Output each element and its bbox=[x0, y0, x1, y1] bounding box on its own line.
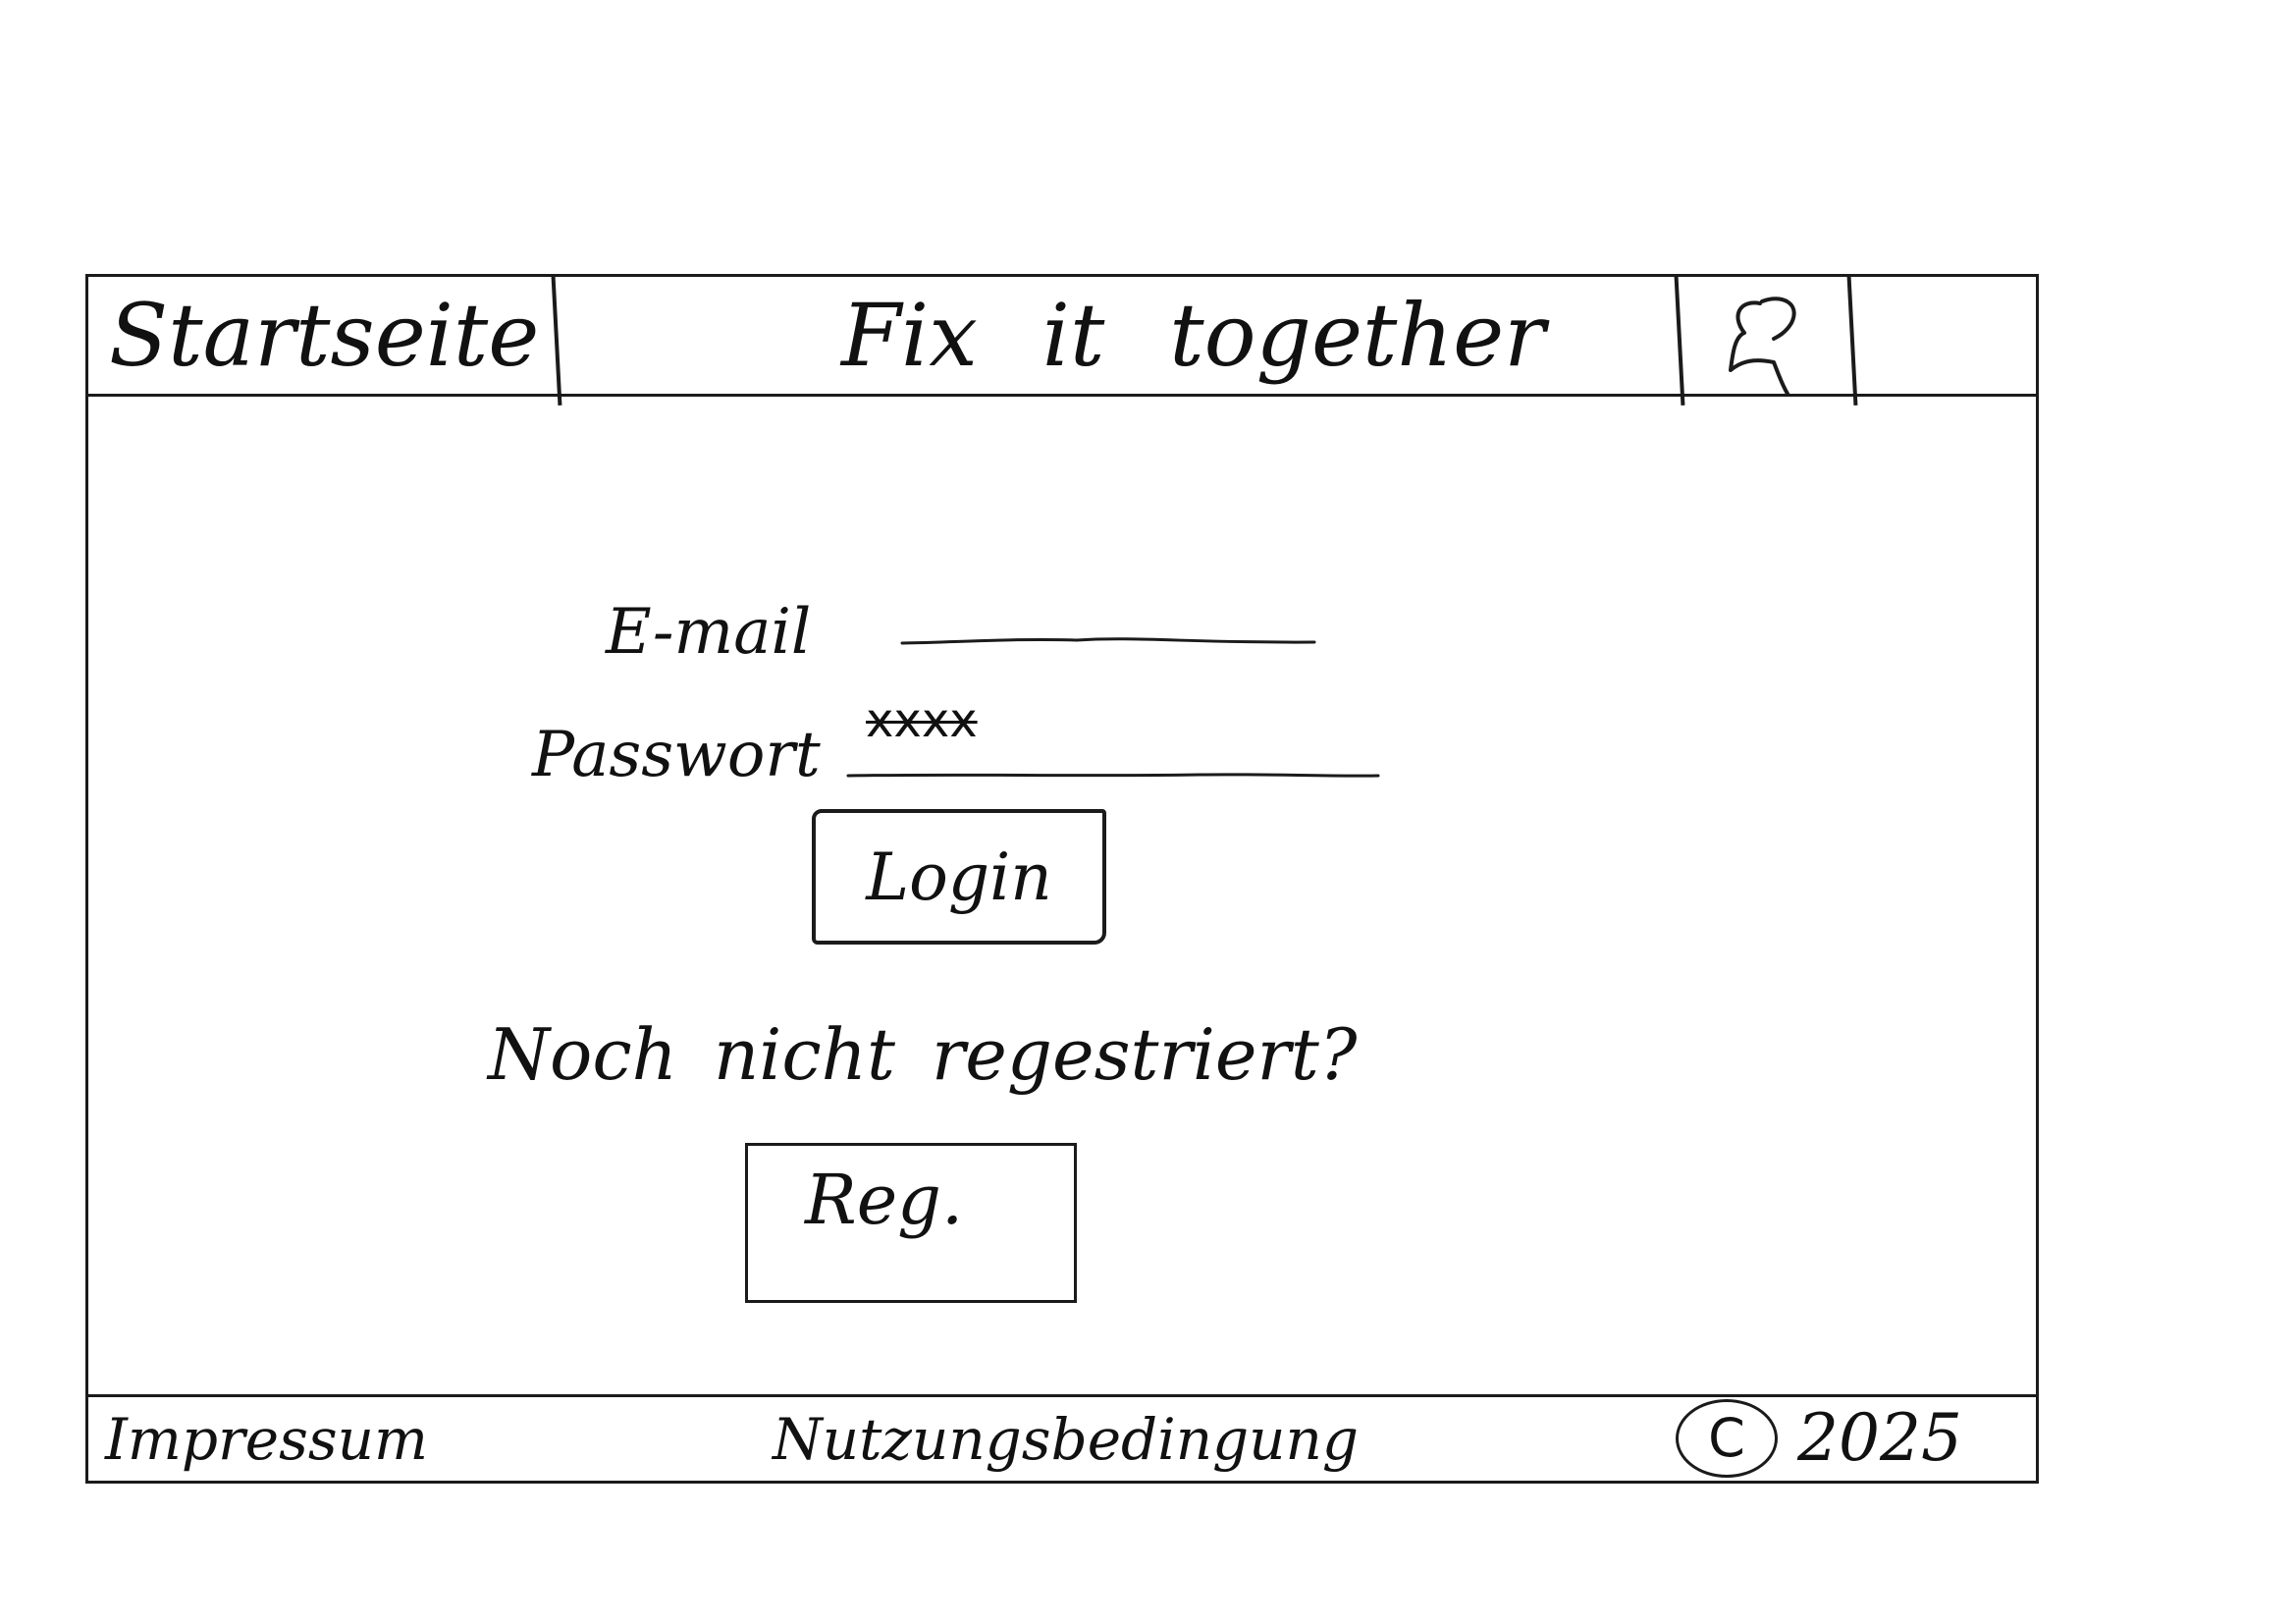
register-button[interactable]: Reg. bbox=[745, 1143, 1077, 1303]
password-label: Passwort bbox=[532, 719, 821, 791]
email-input[interactable] bbox=[900, 621, 1317, 648]
app-window bbox=[85, 274, 2039, 1484]
page-title: Fix it together bbox=[841, 285, 1546, 386]
email-label: E-mail bbox=[606, 596, 812, 669]
login-section: E-mail Passwort xxxx Login Noch nicht re… bbox=[85, 397, 2039, 1394]
footer-bar: Impressum Nutzungsbedingung C 2025 bbox=[85, 1394, 2039, 1484]
header-divider bbox=[551, 275, 562, 406]
password-value: xxxx bbox=[866, 693, 978, 748]
login-button[interactable]: Login bbox=[812, 809, 1106, 945]
terms-link[interactable]: Nutzungsbedingung bbox=[773, 1406, 1360, 1473]
copyright-notice: C 2025 bbox=[1676, 1397, 1962, 1480]
copyright-year: 2025 bbox=[1797, 1400, 1962, 1476]
imprint-link[interactable]: Impressum bbox=[105, 1406, 428, 1473]
user-profile-icon[interactable] bbox=[1683, 276, 1860, 404]
copyright-symbol: C bbox=[1676, 1399, 1778, 1478]
header-bar: Startseite Fix it together bbox=[85, 274, 2039, 406]
register-prompt: Noch nicht regestriert? bbox=[488, 1013, 1358, 1096]
nav-home-link[interactable]: Startseite bbox=[109, 285, 540, 386]
password-input[interactable]: xxxx bbox=[846, 691, 1381, 782]
